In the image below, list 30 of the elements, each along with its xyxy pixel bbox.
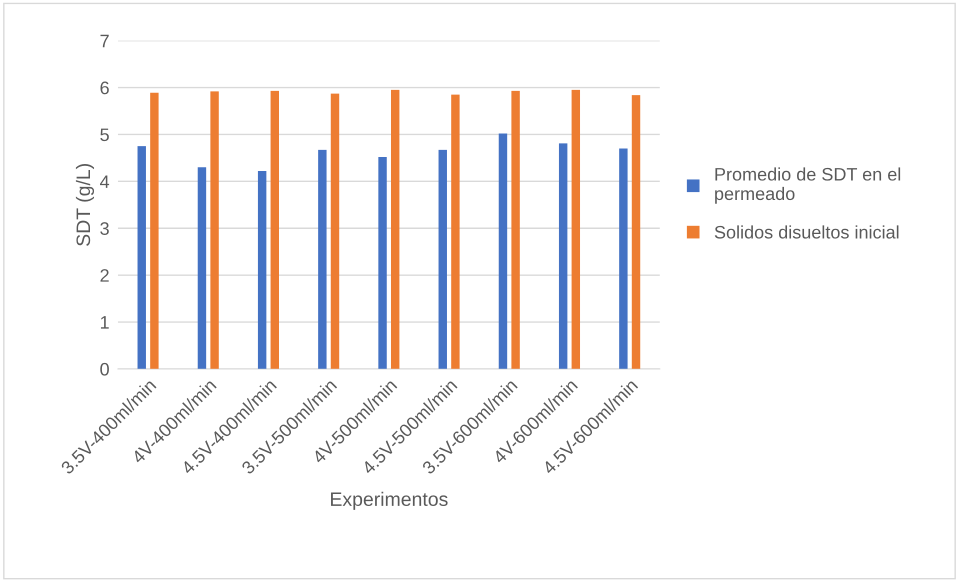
y-tick-label: 5 [100, 128, 109, 142]
bar [270, 90, 279, 369]
y-tick-label: 6 [100, 82, 109, 94]
bar [632, 95, 640, 369]
bar [438, 150, 447, 369]
bar [150, 92, 159, 369]
bar [558, 143, 568, 369]
y-tick-label: 1 [100, 316, 109, 329]
x-axis-title: Experimentos [331, 492, 448, 510]
bar [198, 167, 206, 369]
y-tick-label: 0 [100, 362, 109, 376]
bar [210, 91, 219, 369]
y-tick-label: 3 [100, 222, 109, 235]
bar [572, 90, 580, 369]
legend-label: Solidos disueltos inicial [714, 225, 898, 239]
y-tick-label: 4 [100, 175, 110, 188]
bar [378, 156, 387, 369]
bar [318, 150, 327, 369]
bar [330, 94, 340, 369]
y-axis-title: SDT (g/L) [76, 164, 94, 246]
y-tick-label: 2 [100, 269, 109, 282]
bar [451, 94, 460, 369]
legend-label: Promedio de SDT en el permeado [715, 167, 900, 204]
bar [498, 134, 508, 369]
y-tick-label: 7 [100, 34, 109, 48]
bar [390, 90, 400, 369]
bar [258, 171, 266, 369]
bar [138, 146, 146, 369]
bar [619, 148, 628, 369]
bar [511, 90, 520, 369]
